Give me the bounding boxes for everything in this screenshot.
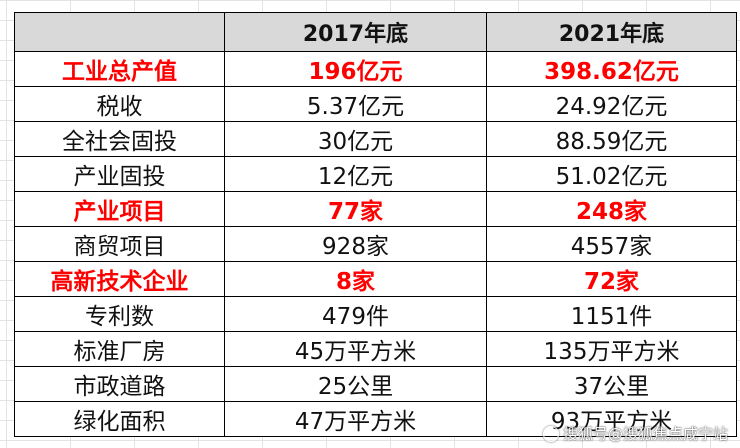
value-2021-cell: 1151件: [486, 296, 737, 332]
value-2017-cell: 25公里: [224, 366, 487, 402]
row-label-cell: 税收: [14, 86, 225, 122]
row-label-cell: 工业总产值: [14, 51, 225, 87]
table-row: 工业总产值 196亿元 398.62亿元: [14, 51, 737, 87]
row-label-cell: 商贸项目: [14, 226, 225, 262]
value-2017-cell: 45万平方米: [224, 331, 487, 367]
row-label-cell: 全社会固投: [14, 121, 225, 157]
sohu-logo-icon: [542, 425, 559, 442]
value-2021-cell: 93万平方米: [486, 401, 737, 437]
header-cell-indicator: [14, 12, 225, 52]
value-2017-cell: 479件: [224, 296, 487, 332]
value-2017-cell: 47万平方米: [224, 401, 487, 437]
table-body: 工业总产值 196亿元 398.62亿元 税收 5.37亿元 24.92亿元 全社会固投 30…: [14, 51, 737, 437]
table-container: 2017年底 2021年底 工业总产值 196亿元 398.62亿元 税收 5.37亿元…: [14, 12, 737, 437]
value-2021-cell: 24.92亿元: [486, 86, 737, 122]
header-cell-2021: 2021年底: [486, 12, 737, 52]
value-2021-cell: 88.59亿元: [486, 121, 737, 157]
comparison-table: 2017年底 2021年底 工业总产值 196亿元 398.62亿元 税收 5.37亿元…: [14, 12, 737, 437]
value-2017-cell: 8家: [224, 261, 487, 297]
value-2017-cell: 77家: [224, 191, 487, 227]
table-row: 产业项目 77家 248家: [14, 191, 737, 227]
value-2021-cell: 72家: [486, 261, 737, 297]
table-row: 绿化面积 47万平方米 93万平方米: [14, 401, 737, 437]
row-label-cell: 标准厂房: [14, 331, 225, 367]
value-2017-cell: 196亿元: [224, 51, 487, 87]
row-label-cell: 产业固投: [14, 156, 225, 192]
value-2017-cell: 30亿元: [224, 121, 487, 157]
watermark-text: 搜狐号@搜狐焦点咸宁站: [562, 425, 728, 443]
table-row: 专利数 479件 1151件: [14, 296, 737, 332]
table-row: 标准厂房 45万平方米 135万平方米: [14, 331, 737, 367]
table-row: 商贸项目 928家 4557家: [14, 226, 737, 262]
header-cell-2017: 2017年底: [224, 12, 487, 52]
row-label-cell: 市政道路: [14, 366, 225, 402]
value-2021-cell: 4557家: [486, 226, 737, 262]
table-row: 全社会固投 30亿元 88.59亿元: [14, 121, 737, 157]
row-label-cell: 专利数: [14, 296, 225, 332]
table-row: 产业固投 12亿元 51.02亿元: [14, 156, 737, 192]
value-2021-cell: 37公里: [486, 366, 737, 402]
value-2021-cell: 248家: [486, 191, 737, 227]
row-label-cell: 产业项目: [14, 191, 225, 227]
value-2017-cell: 928家: [224, 226, 487, 262]
table-row: 高新技术企业 8家 72家: [14, 261, 737, 297]
value-2021-cell: 135万平方米: [486, 331, 737, 367]
watermark: 搜狐号@搜狐焦点咸宁站: [542, 423, 728, 444]
table-row: 市政道路 25公里 37公里: [14, 366, 737, 402]
row-label-cell: 高新技术企业: [14, 261, 225, 297]
table-row: 税收 5.37亿元 24.92亿元: [14, 86, 737, 122]
value-2017-cell: 5.37亿元: [224, 86, 487, 122]
row-label-cell: 绿化面积: [14, 401, 225, 437]
value-2021-cell: 51.02亿元: [486, 156, 737, 192]
table-header-row: 2017年底 2021年底: [14, 12, 737, 52]
value-2021-cell: 398.62亿元: [486, 51, 737, 87]
value-2017-cell: 12亿元: [224, 156, 487, 192]
